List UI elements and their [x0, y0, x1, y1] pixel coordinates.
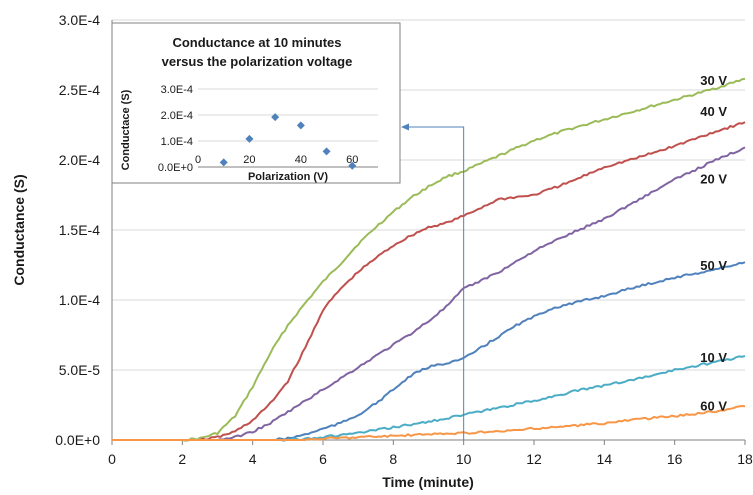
- series-line-50-v: [112, 261, 746, 441]
- x-tick-label: 12: [526, 451, 542, 467]
- inset-point: [219, 158, 228, 167]
- inset-y-tick-label: 0.0E+0: [158, 162, 193, 174]
- inset-title-line-2: versus the polarization voltage: [162, 54, 353, 69]
- inset-y-axis-title: Conductace (S): [120, 89, 132, 170]
- inset-y-tick-label: 2.0E-4: [161, 110, 193, 122]
- inset-frame: [111, 22, 401, 184]
- inset-x-tick-labels: 0 20 40 60: [195, 154, 358, 166]
- inset-chart: Conductance at 10 minutes versus the pol…: [111, 22, 401, 184]
- series-line-60-v: [112, 405, 746, 441]
- inset-x-tick-label: 60: [346, 154, 358, 166]
- series-line-20-v: [112, 146, 746, 441]
- series-line-40-v: [112, 121, 746, 441]
- inset-title-line-1: Conductance at 10 minutes: [172, 35, 341, 50]
- inset-gridlines: [198, 88, 378, 142]
- x-tick-label: 8: [389, 451, 397, 467]
- x-tick-labels: 0 2 4 6 8 10 12 14 16 18: [108, 440, 753, 467]
- y-tick-label: 2.5E-4: [59, 82, 100, 98]
- series-label-60-v: 60 V: [700, 398, 727, 413]
- inset-pointer-arrow: [401, 123, 465, 440]
- x-tick-label: 6: [319, 451, 327, 467]
- y-axis-title: Conductance (S): [11, 174, 27, 285]
- x-tick-label: 2: [178, 451, 186, 467]
- x-tick-label: 18: [737, 451, 753, 467]
- inset-point: [296, 121, 305, 130]
- x-tick-label: 16: [667, 451, 683, 467]
- inset-x-tick-label: 0: [195, 154, 201, 166]
- pointer-arrowhead: [401, 123, 409, 131]
- y-tick-label: 1.0E-4: [59, 292, 100, 308]
- inset-point: [271, 113, 280, 122]
- inset-y-tick-labels: 0.0E+0 1.0E-4 2.0E-4 3.0E-4: [158, 84, 193, 174]
- pointer-line: [407, 126, 465, 440]
- inset-point: [348, 161, 357, 170]
- inset-x-axis-title: Polarization (V): [248, 171, 328, 183]
- inset-y-tick-label: 1.0E-4: [161, 136, 193, 148]
- series-label-20-v: 20 V: [700, 171, 727, 186]
- inset-point: [245, 134, 254, 143]
- inset-point: [322, 147, 331, 156]
- y-tick-label: 5.0E-5: [59, 362, 100, 378]
- series-label-10-v: 10 V: [700, 350, 727, 365]
- inset-points: [219, 113, 357, 170]
- inset-y-tick-label: 3.0E-4: [161, 84, 193, 96]
- series-label-40-v: 40 V: [700, 104, 727, 119]
- y-tick-labels: 0.0E+0 5.0E-5 1.0E-4 1.5E-4 2.0E-4 2.5E-4 3.0E…: [55, 12, 100, 448]
- series-label-30-v: 30 V: [700, 73, 727, 88]
- series-line-30-v: [112, 77, 746, 442]
- series-label-50-v: 50 V: [700, 258, 727, 273]
- y-tick-label: 0.0E+0: [55, 432, 100, 448]
- x-tick-label: 10: [456, 451, 472, 467]
- inset-x-tick-label: 40: [295, 154, 307, 166]
- y-tick-label: 1.5E-4: [59, 222, 100, 238]
- x-tick-label: 4: [249, 451, 257, 467]
- x-tick-label: 0: [108, 451, 116, 467]
- inset-x-tick-label: 20: [243, 154, 255, 166]
- x-tick-label: 14: [597, 451, 613, 467]
- x-axis-title: Time (minute): [382, 474, 474, 490]
- y-tick-label: 2.0E-4: [59, 152, 100, 168]
- series-lines: [112, 77, 746, 442]
- y-tick-label: 3.0E-4: [59, 12, 100, 28]
- series-labels: 30 V 40 V 20 V 50 V 10 V 60 V: [700, 73, 727, 414]
